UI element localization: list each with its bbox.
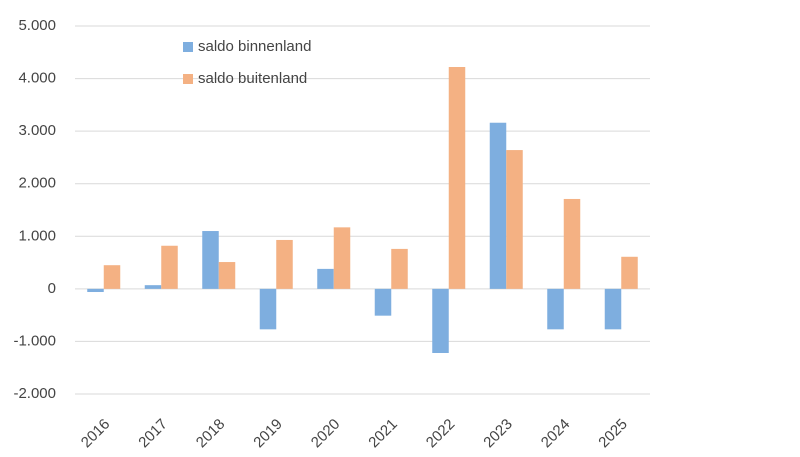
bar [374,288,392,316]
bar [448,67,466,289]
bar [144,285,162,289]
y-tick-label: 3.000 [18,122,56,139]
y-tick-label: 1.000 [18,227,56,244]
bar [621,256,638,289]
x-tick-label: 2023 [480,416,516,452]
bar [604,288,622,330]
bar [161,245,178,289]
bar [276,239,293,289]
x-tick-label: 2024 [538,416,574,452]
x-tick-label: 2025 [595,416,631,452]
y-tick-label: 5.000 [18,17,56,34]
bar [391,248,408,289]
bar [563,198,581,289]
bar [202,231,219,289]
bar [87,288,104,293]
bar [333,227,351,289]
bar [432,288,449,353]
x-tick-label: 2018 [193,416,229,452]
bar [218,262,236,289]
legend-label: saldo buitenland [198,70,307,87]
bar [547,288,564,330]
bar [317,268,334,289]
x-tick-label: 2021 [365,416,401,452]
legend-label: saldo binnenland [198,38,311,55]
y-tick-label: 0 [48,280,56,297]
bar [259,288,277,330]
y-tick-label: -2.000 [13,385,56,402]
y-tick-label: 4.000 [18,70,56,87]
bar [506,150,523,289]
y-tick-label: 2.000 [18,175,56,192]
legend-swatch [183,42,193,52]
x-tick-label: 2022 [423,416,459,452]
x-tick-label: 2016 [78,416,114,452]
x-tick-label: 2019 [250,416,286,452]
y-tick-label: -1.000 [13,332,56,349]
bar [103,265,121,289]
x-tick-label: 2020 [308,416,344,452]
legend-swatch [183,74,193,84]
x-tick-label: 2017 [135,416,171,452]
bar [489,122,507,289]
